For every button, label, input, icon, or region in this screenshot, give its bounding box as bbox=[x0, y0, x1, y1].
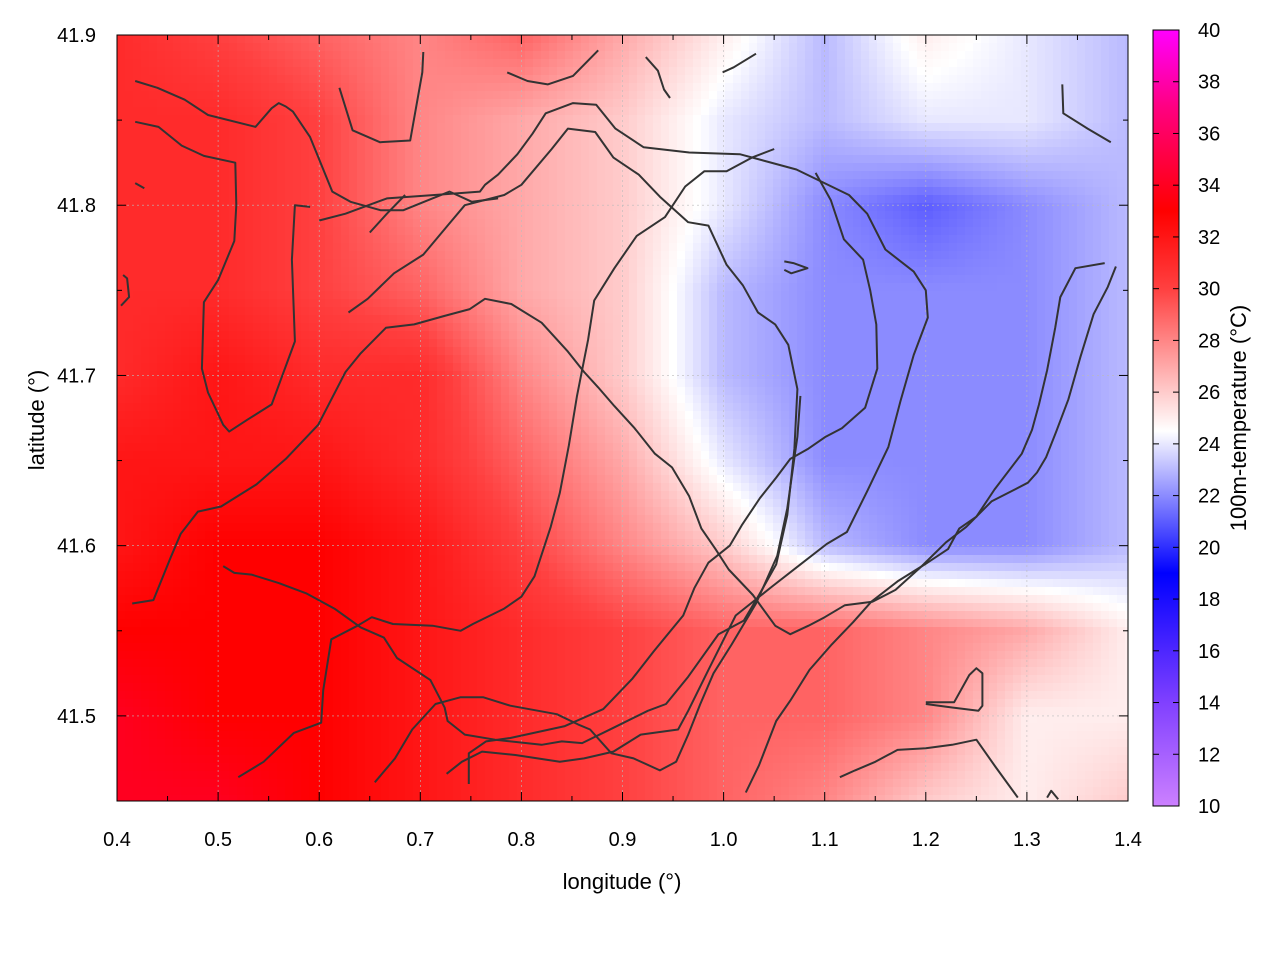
colorbar-tick-label: 28 bbox=[1198, 330, 1220, 352]
colorbar-tick-label: 32 bbox=[1198, 227, 1220, 249]
colorbar-tick-label: 34 bbox=[1198, 175, 1220, 197]
x-tick-label: 0.8 bbox=[507, 829, 535, 851]
y-tick-label: 41.8 bbox=[57, 195, 96, 217]
y-tick-label: 41.7 bbox=[57, 365, 96, 387]
x-axis-label: longitude (°) bbox=[563, 869, 682, 894]
colorbar-tick-label: 14 bbox=[1198, 693, 1220, 715]
colorbar-label: 100m-temperature (°C) bbox=[1226, 305, 1251, 531]
colorbar bbox=[1153, 30, 1179, 806]
colorbar-tick-label: 38 bbox=[1198, 72, 1220, 94]
colorbar-tick-label: 40 bbox=[1198, 20, 1220, 42]
colorbar-tick-label: 18 bbox=[1198, 589, 1220, 611]
colorbar-tick-label: 12 bbox=[1198, 744, 1220, 766]
x-tick-label: 0.5 bbox=[204, 829, 232, 851]
colorbar-tick-label: 22 bbox=[1198, 486, 1220, 508]
y-tick-label: 41.6 bbox=[57, 536, 96, 558]
colorbar-tick-label: 30 bbox=[1198, 279, 1220, 301]
colorbar-tick-label: 10 bbox=[1198, 796, 1220, 818]
colorbar-tick-label: 26 bbox=[1198, 382, 1220, 404]
y-tick-label: 41.9 bbox=[57, 25, 96, 47]
y-axis-label: latitude (°) bbox=[24, 370, 49, 471]
x-tick-label: 1.0 bbox=[710, 829, 738, 851]
x-tick-label: 0.4 bbox=[103, 829, 131, 851]
x-tick-label: 0.9 bbox=[609, 829, 637, 851]
y-tick-label: 41.5 bbox=[57, 706, 96, 728]
colorbar-tick-label: 20 bbox=[1198, 537, 1220, 559]
x-tick-label: 1.1 bbox=[811, 829, 839, 851]
x-tick-label: 1.4 bbox=[1114, 829, 1142, 851]
x-tick-label: 0.7 bbox=[406, 829, 434, 851]
colorbar-tick-label: 16 bbox=[1198, 641, 1220, 663]
x-tick-label: 0.6 bbox=[305, 829, 333, 851]
colorbar-tick-label: 36 bbox=[1198, 123, 1220, 145]
x-tick-label: 1.3 bbox=[1013, 829, 1041, 851]
x-tick-label: 1.2 bbox=[912, 829, 940, 851]
colorbar-tick-label: 24 bbox=[1198, 434, 1220, 456]
